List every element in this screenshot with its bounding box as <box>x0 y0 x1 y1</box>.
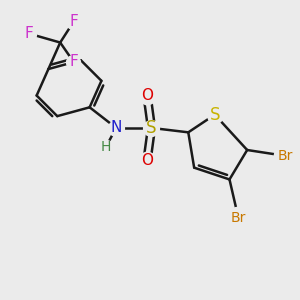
Point <box>27 31 32 36</box>
Text: F: F <box>69 14 78 29</box>
Text: F: F <box>25 26 34 41</box>
Text: H: H <box>100 140 111 154</box>
Point <box>236 215 241 220</box>
Point <box>103 145 108 149</box>
Point <box>71 59 76 64</box>
Point <box>71 20 76 24</box>
Text: F: F <box>69 54 78 69</box>
Point <box>145 93 149 98</box>
Text: S: S <box>146 119 157 137</box>
Point <box>283 154 288 158</box>
Text: O: O <box>141 153 153 168</box>
Point <box>212 112 217 117</box>
Text: Br: Br <box>231 211 246 225</box>
Point <box>145 158 149 163</box>
Point <box>114 125 118 130</box>
Text: O: O <box>141 88 153 103</box>
Point <box>149 125 154 130</box>
Text: Br: Br <box>278 149 293 163</box>
Text: N: N <box>110 120 122 135</box>
Text: S: S <box>209 106 220 124</box>
